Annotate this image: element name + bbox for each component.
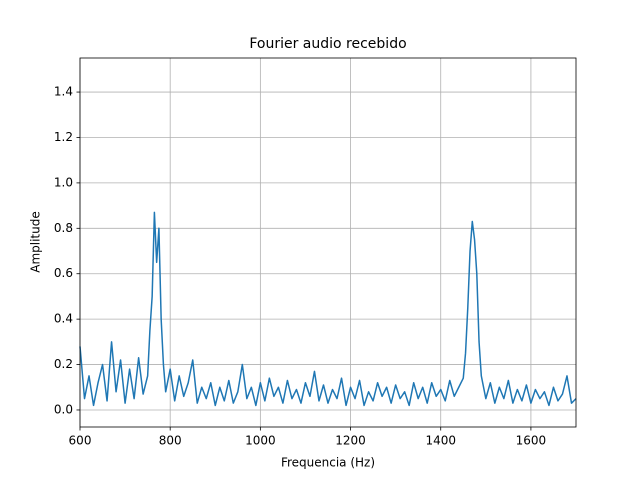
x-tick-label: 600: [69, 434, 92, 448]
y-tick-label: 0.8: [54, 221, 73, 235]
y-tick-label: 1.0: [54, 175, 73, 189]
x-tick-label: 1200: [335, 434, 366, 448]
x-axis-label: Frequencia (Hz): [281, 456, 375, 470]
x-tick-label: 800: [159, 434, 182, 448]
data-line: [79, 211, 577, 407]
y-tick-label: 0.2: [54, 357, 73, 371]
chart-title: Fourier audio recebido: [249, 36, 406, 52]
x-tick-label: 1600: [516, 434, 547, 448]
x-tick-label: 1400: [425, 434, 456, 448]
y-tick-label: 0.0: [54, 402, 73, 416]
plot-frame: [79, 57, 577, 428]
y-tick-label: 1.4: [54, 85, 73, 99]
y-tick-label: 1.2: [54, 130, 73, 144]
y-tick-label: 0.6: [54, 266, 73, 280]
y-tick-label: 0.4: [54, 312, 73, 326]
y-axis-label: Amplitude: [29, 211, 43, 273]
x-tick-label: 1000: [245, 434, 276, 448]
